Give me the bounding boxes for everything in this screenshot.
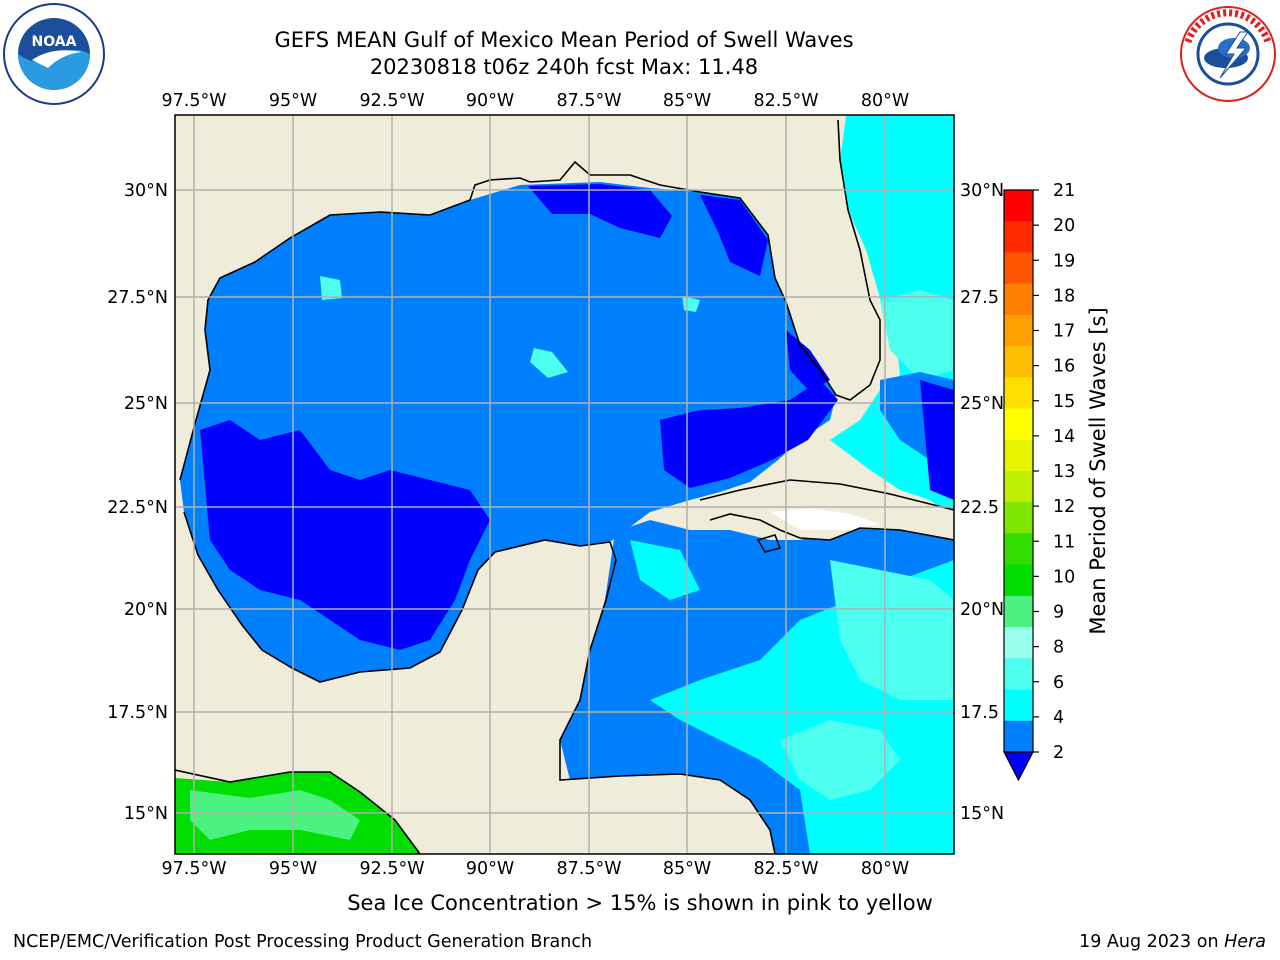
colorbar-swatch [1004,221,1033,253]
latitude-label: 20°N [124,600,168,620]
colorbar-swatch [1004,314,1033,347]
colorbar-swatch [1004,283,1033,316]
colorbar-swatch [1004,689,1033,722]
sea-ice-note: Sea Ice Concentration > 15% is shown in … [347,891,933,915]
latitude-label: 15°N [960,804,1004,824]
longitude-label: 80°W [861,91,909,111]
colorbar-tick-label: 19 [1053,251,1075,271]
colorbar-tick-label: 2 [1053,743,1064,763]
colorbar-swatch [1004,627,1033,659]
longitude-label: 95°W [269,859,317,879]
longitude-label: 92.5°W [359,859,424,879]
colorbar-swatch [1004,252,1033,285]
longitude-label: 85°W [663,859,711,879]
footer-branch: NCEP/EMC/Verification Post Processing Pr… [13,932,593,952]
colorbar-tick-label: 11 [1053,532,1075,552]
swell-patch-dark [200,420,490,650]
colorbar-swatch [1004,502,1033,534]
longitude-label: 90°W [466,91,514,111]
latitude-label: 27.5°N [107,288,168,308]
longitude-label: 87.5°W [556,91,621,111]
latitude-label: 22.5°N [107,498,168,518]
colorbar-swatch [1004,439,1033,472]
svg-text:NOAA: NOAA [32,34,77,50]
footer-date-text: 19 Aug 2023 on [1079,932,1219,952]
colorbar-tick-label: 16 [1053,357,1075,377]
latitude-label: 25°N [124,394,168,414]
colorbar-swatch [1004,190,1033,222]
colorbar-swatch [1004,564,1033,597]
footer-machine: Hera [1224,932,1266,952]
latitude-label: 27.5 [960,288,999,308]
colorbar-swatch [1004,377,1033,410]
coastlines [175,119,954,854]
longitude-label: 87.5°W [556,859,621,879]
colorbar-swatch [1004,658,1033,691]
longitude-label: 92.5°W [359,91,424,111]
colorbar-swatch [1004,595,1033,628]
latitude-label: 30°N [960,181,1004,201]
colorbar-tick-label: 18 [1053,286,1075,306]
footer-date: 19 Aug 2023 on Hera [1079,932,1266,952]
latitude-label: 17.5 [960,703,999,723]
colorbar-tick-label: 21 [1053,181,1075,201]
colorbar-swatch [1004,408,1033,441]
longitude-label: 82.5°W [753,91,818,111]
chart-title: GEFS MEAN Gulf of Mexico Mean Period of … [274,28,854,52]
colorbar-tick-label: 8 [1053,638,1064,658]
longitude-labels-bottom: 97.5°W 95°W 92.5°W 90°W 87.5°W 85°W 82.5°W 80°W [161,859,909,879]
colorbar-swatch [1004,346,1033,378]
colorbar-extend-arrow [1003,751,1034,782]
longitude-labels-top: 97.5°W 95°W 92.5°W 90°W 87.5°W 85°W 82.5°W 80°W [161,91,909,111]
longitude-label: 90°W [466,859,514,879]
longitude-label: 85°W [663,91,711,111]
colorbar-tick-label: 13 [1053,462,1075,482]
colorbar-tick-label: 14 [1053,427,1075,447]
map-border [174,114,955,855]
colorbar-tick-label: 12 [1053,497,1075,517]
noaa-logo: NOAA [3,3,105,105]
colorbar-tick-label: 4 [1053,708,1064,728]
latitude-label: 22.5 [960,498,999,518]
colorbar-swatch [1004,471,1033,503]
longitude-label: 80°W [861,859,909,879]
latitude-labels-left: 30°N 27.5°N 25°N 22.5°N 20°N 17.5°N 15°N [107,181,168,824]
longitude-label: 82.5°W [753,859,818,879]
colorbar-tick-label: 17 [1053,322,1075,342]
colorbar-label: Mean Period of Swell Waves [s] [1086,307,1110,634]
latitude-labels-right: 30°N 27.5 25°N 22.5 20°N 17.5 15°N [960,181,1004,824]
graticule [175,115,954,854]
latitude-label: 20°N [960,600,1004,620]
longitude-label: 97.5°W [161,91,226,111]
longitude-label: 95°W [269,91,317,111]
chart-subtitle: 20230818 t06z 240h fcst Max: 11.48 [369,55,759,79]
colorbar-tick-label: 9 [1053,603,1064,623]
colorbar-swatch [1004,720,1033,753]
colorbar-tick-label: 20 [1053,216,1075,236]
latitude-label: 30°N [124,181,168,201]
colorbar-swatch [1004,533,1033,566]
map-area [175,115,954,854]
latitude-label: 17.5°N [107,703,168,723]
latitude-label: 15°N [124,804,168,824]
colorbar: 21 20 19 18 17 16 15 14 13 12 11 10 9 8 6 4 2 [1003,181,1075,782]
colorbar-tick-label: 15 [1053,392,1075,412]
swell-patch-light [630,540,700,600]
longitude-label: 97.5°W [161,859,226,879]
latitude-label: 25°N [960,394,1004,414]
national-weather-service-logo [1178,4,1278,104]
colorbar-tick-label: 10 [1053,567,1075,587]
colorbar-tick-label: 6 [1053,673,1064,693]
